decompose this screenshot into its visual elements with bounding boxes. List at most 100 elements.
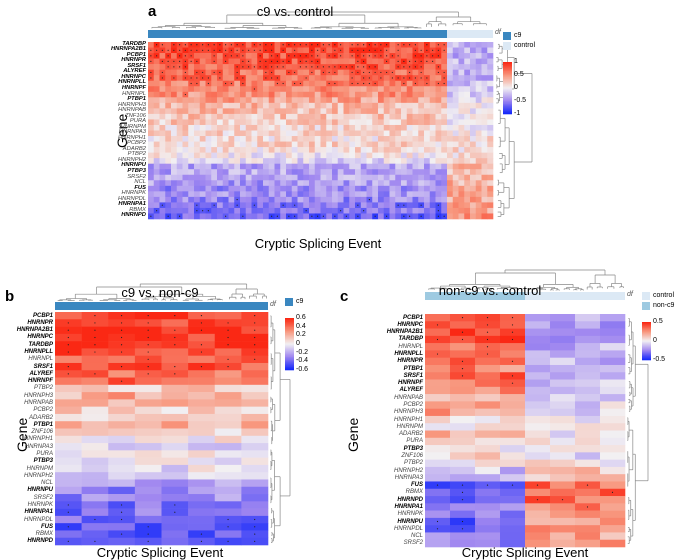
heatmap-cell — [360, 202, 367, 209]
heatmap-cell — [525, 539, 551, 548]
heatmap-cell — [487, 91, 494, 98]
heatmap-cell — [337, 191, 344, 198]
significance-marker — [305, 77, 307, 79]
heatmap-cell — [188, 185, 195, 192]
heatmap-cell — [55, 450, 82, 458]
heatmap-cell — [81, 508, 109, 517]
significance-marker — [357, 66, 359, 68]
significance-marker — [213, 44, 215, 46]
significance-marker — [207, 82, 209, 85]
significance-marker — [259, 66, 261, 68]
heatmap-cell — [245, 152, 252, 159]
heatmap-cell — [441, 113, 448, 120]
significance-marker — [282, 44, 284, 46]
heatmap-cell — [525, 379, 551, 388]
significance-marker — [288, 71, 290, 74]
heatmap-cell — [366, 202, 373, 209]
heatmap-cell — [383, 158, 390, 164]
heatmap-cell — [81, 399, 109, 407]
heatmap-cell — [447, 180, 454, 187]
heatmap-cell — [165, 113, 172, 120]
heatmap-cell — [406, 163, 413, 170]
heatmap-cell — [263, 141, 270, 148]
heatmap-cell — [211, 97, 218, 104]
heatmap-cell — [81, 443, 109, 451]
heatmap-cell — [55, 377, 82, 386]
significance-marker — [253, 66, 255, 68]
significance-marker — [147, 526, 149, 528]
heatmap-cell — [332, 58, 339, 65]
gene-label: HNRNPC — [27, 334, 53, 341]
heatmap-cell — [161, 435, 189, 444]
color-scale-segment — [642, 333, 651, 335]
heatmap-cell — [268, 119, 275, 126]
heatmap-cell — [280, 53, 287, 59]
significance-marker — [368, 44, 370, 46]
heatmap-cell — [320, 207, 327, 214]
heatmap-cell — [274, 147, 281, 153]
heatmap-cell — [372, 113, 379, 120]
heatmap-cell — [458, 91, 465, 98]
heatmap-cell — [257, 80, 264, 87]
heatmap-cell — [337, 169, 344, 176]
heatmap-cell — [500, 423, 526, 431]
significance-marker — [259, 44, 261, 46]
heatmap-cell — [470, 102, 477, 109]
significance-marker — [426, 49, 428, 51]
significance-marker — [288, 60, 290, 62]
significance-marker — [305, 66, 307, 68]
heatmap-cell — [199, 102, 206, 109]
heatmap-cell — [134, 457, 162, 466]
significance-marker — [311, 71, 313, 74]
heatmap-cell — [481, 86, 488, 93]
heatmap-cell — [245, 174, 252, 181]
panel-b-title: c9 vs. non-c9 — [121, 285, 199, 300]
heatmap-cell — [217, 185, 224, 192]
heatmap-cell — [171, 97, 178, 104]
heatmap-cell — [214, 370, 242, 378]
significance-marker — [227, 358, 229, 360]
color-scale-segment — [642, 357, 651, 359]
color-scale-segment — [285, 353, 294, 355]
gene-label: PURA — [36, 450, 53, 457]
color-scale-segment — [503, 93, 512, 95]
heatmap-cell — [297, 119, 304, 126]
heatmap-cell — [291, 124, 298, 131]
heatmap-cell — [241, 457, 269, 466]
heatmap-cell — [332, 91, 339, 98]
heatmap-cell — [418, 86, 425, 93]
color-scale-segment — [285, 362, 294, 364]
heatmap-cell — [257, 202, 264, 209]
heatmap-cell — [355, 191, 362, 198]
heatmap-cell — [378, 64, 385, 70]
heatmap-cell — [429, 124, 436, 131]
heatmap-cell — [217, 202, 224, 209]
heatmap-cell — [337, 213, 344, 220]
heatmap-cell — [447, 124, 454, 131]
heatmap-cell — [240, 69, 247, 76]
heatmap-cell — [395, 102, 402, 109]
heatmap-cell — [378, 80, 385, 87]
heatmap-cell — [211, 86, 218, 93]
heatmap-cell — [286, 130, 293, 137]
gene-label: PTBP3 — [127, 167, 146, 174]
heatmap-cell — [153, 130, 160, 137]
heatmap-cell — [234, 180, 241, 187]
heatmap-cell — [251, 75, 258, 82]
heatmap-cell — [188, 355, 216, 364]
heatmap-cell — [481, 185, 488, 192]
heatmap-cell — [470, 152, 477, 159]
color-scale-segment — [285, 359, 294, 362]
significance-marker — [271, 66, 273, 68]
heatmap-cell — [217, 53, 224, 59]
heatmap-cell — [452, 130, 459, 137]
heatmap-cell — [153, 180, 160, 187]
heatmap-cell — [245, 130, 252, 137]
heatmap-cell — [182, 136, 189, 142]
color-scale-tick-label: 0.6 — [296, 314, 306, 321]
heatmap-cell — [600, 459, 626, 468]
heatmap-cell — [481, 147, 488, 153]
heatmap-cell — [464, 47, 471, 54]
significance-marker — [461, 360, 464, 362]
significance-marker — [156, 49, 158, 51]
